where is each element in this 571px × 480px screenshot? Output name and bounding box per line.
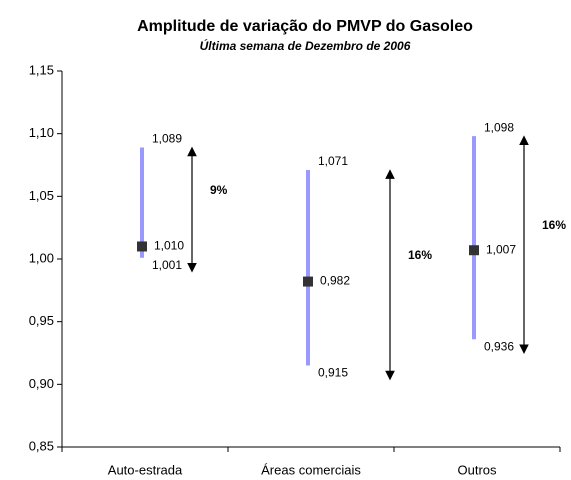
mean-label: 1,007 bbox=[486, 242, 516, 256]
high-label: 1,071 bbox=[318, 154, 348, 168]
y-tick-label: 0,95 bbox=[29, 313, 54, 328]
y-tick-label: 1,05 bbox=[29, 188, 54, 203]
high-label: 1,089 bbox=[152, 132, 182, 146]
y-tick-label: 0,85 bbox=[29, 438, 54, 453]
mean-label: 0,982 bbox=[320, 274, 350, 288]
mean-marker bbox=[137, 241, 147, 252]
spread-label: 9% bbox=[210, 183, 228, 197]
mean-label: 1,010 bbox=[154, 239, 184, 253]
spread-label: 16% bbox=[408, 248, 432, 262]
mean-marker bbox=[303, 276, 313, 287]
chart-title: Amplitude de variação do PMVP do Gasoleo bbox=[137, 18, 473, 35]
y-tick-label: 1,15 bbox=[29, 62, 54, 77]
x-tick-label: Auto-estrada bbox=[108, 462, 183, 477]
y-tick-label: 1,00 bbox=[29, 250, 54, 265]
chart-subtitle: Última semana de Dezembro de 2006 bbox=[200, 38, 411, 53]
mean-marker bbox=[469, 245, 479, 256]
y-tick-label: 1,10 bbox=[29, 125, 54, 140]
y-tick-label: 0,90 bbox=[29, 376, 54, 391]
high-label: 1,098 bbox=[484, 120, 514, 134]
low-label: 0,915 bbox=[318, 366, 348, 380]
x-tick-label: Áreas comerciais bbox=[261, 462, 361, 477]
low-label: 0,936 bbox=[484, 339, 514, 353]
low-label: 1,001 bbox=[152, 258, 182, 272]
x-tick-label: Outros bbox=[457, 462, 497, 477]
spread-label: 16% bbox=[542, 218, 566, 232]
